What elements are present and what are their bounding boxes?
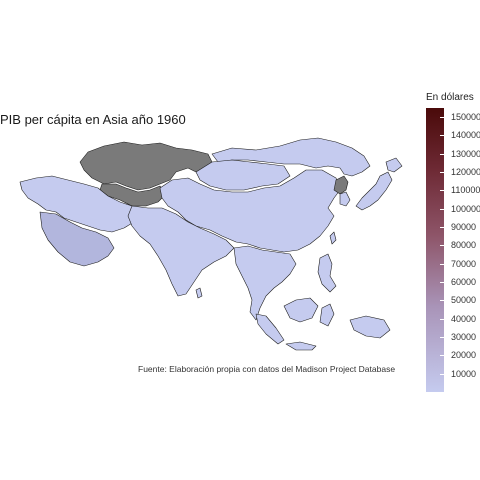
legend-tick-mark xyxy=(440,282,444,284)
legend-tick-label: 90000 xyxy=(451,222,477,233)
india-region xyxy=(127,205,235,297)
legend-tick-mark xyxy=(440,117,444,119)
map-title: PIB per cápita en Asia año 1960 xyxy=(0,112,186,127)
middle-east-region xyxy=(19,175,143,233)
philippines-region xyxy=(317,253,337,293)
korea-north-region xyxy=(333,175,349,195)
legend-tick-mark xyxy=(440,318,444,320)
legend-tick-label: 150000 xyxy=(451,112,480,123)
legend-tick-mark xyxy=(440,135,444,137)
legend-tick-mark xyxy=(440,337,444,339)
legend-tick-mark xyxy=(440,190,444,192)
sulawesi-region xyxy=(319,303,335,327)
legend-tick-label: 70000 xyxy=(451,258,477,269)
legend-tick-label: 20000 xyxy=(451,350,477,361)
japan-north-region xyxy=(385,157,403,173)
legend-tick-mark xyxy=(440,355,444,357)
sumatra-region xyxy=(255,313,285,345)
legend-tick-mark xyxy=(440,245,444,247)
legend-tick-label: 100000 xyxy=(451,203,480,214)
legend-tick-mark xyxy=(440,263,444,265)
legend-title: En dólares xyxy=(426,92,474,103)
korea-south-region xyxy=(339,191,351,207)
russia-far-east-region xyxy=(211,137,371,177)
legend-tick-label: 140000 xyxy=(451,130,480,141)
new-guinea-region xyxy=(349,315,391,339)
legend-tick-label: 60000 xyxy=(451,277,477,288)
mongolia-region xyxy=(195,159,291,191)
legend-tick-label: 10000 xyxy=(451,368,477,379)
legend-tick-label: 80000 xyxy=(451,240,477,251)
legend-tick-mark xyxy=(440,227,444,229)
sri-lanka-region xyxy=(195,287,203,299)
legend-tick-label: 130000 xyxy=(451,148,480,159)
southeast-asia-region xyxy=(233,245,297,321)
legend-tick-label: 40000 xyxy=(451,313,477,324)
taiwan-region xyxy=(329,231,337,245)
indonesia-region xyxy=(283,297,319,323)
legend-tick-mark xyxy=(440,373,444,375)
legend-tick-mark xyxy=(440,208,444,210)
china-region xyxy=(159,169,341,253)
kazajistan-region xyxy=(79,141,213,191)
legend-tick-mark xyxy=(440,172,444,174)
legend-tick-label: 50000 xyxy=(451,295,477,306)
legend-colorbar xyxy=(426,108,444,392)
legend-tick-mark xyxy=(440,300,444,302)
japan-region xyxy=(355,171,393,211)
legend-tick-label: 30000 xyxy=(451,332,477,343)
legend-tick-label: 120000 xyxy=(451,167,480,178)
java-region xyxy=(285,341,317,351)
legend-tick-mark xyxy=(440,153,444,155)
source-note: Fuente: Elaboración propia con datos del… xyxy=(138,364,396,374)
arabian-peninsula-region xyxy=(39,211,115,267)
legend-tick-label: 110000 xyxy=(451,185,480,196)
